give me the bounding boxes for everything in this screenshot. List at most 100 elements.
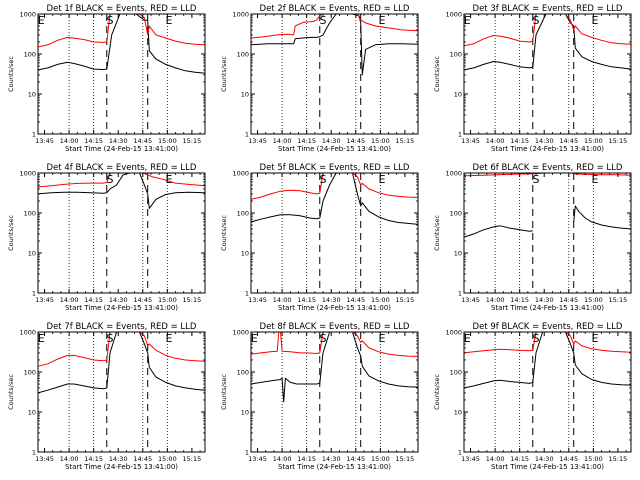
x-tick-label: 13:45 bbox=[35, 137, 54, 145]
chart-title: Det 9f BLACK = Events, RED = LLD bbox=[473, 322, 623, 332]
y-axis-label: Counts/sec bbox=[220, 56, 228, 92]
y-tick-label: 100 bbox=[24, 210, 36, 218]
y-tick-label: 100 bbox=[450, 369, 462, 377]
y-axis-label: Counts/sec bbox=[433, 374, 441, 410]
x-axis-label: Start Time (24-Feb-15 13:41:00) bbox=[65, 145, 178, 153]
x-tick-label: 14:00 bbox=[273, 137, 292, 145]
events-series-line bbox=[463, 225, 533, 238]
y-tick-label: 1 bbox=[245, 449, 249, 457]
x-axis-label: Start Time (24-Feb-15 13:41:00) bbox=[65, 463, 178, 471]
y-axis-label: Counts/sec bbox=[433, 215, 441, 251]
x-tick-label: 14:15 bbox=[84, 137, 103, 145]
x-tick-label: 13:45 bbox=[248, 137, 267, 145]
chart-title: Det 2f BLACK = Events, RED = LLD bbox=[260, 4, 410, 14]
lld-series-line bbox=[463, 331, 632, 354]
event-marker-label: S bbox=[107, 332, 114, 345]
x-tick-label: 13:45 bbox=[461, 455, 480, 463]
y-tick-label: 1 bbox=[32, 131, 36, 139]
x-tick-label: 15:00 bbox=[371, 137, 390, 145]
lld-series-line bbox=[250, 13, 419, 39]
subplot-9: Det 9f BLACK = Events, RED = LLD 1 10 100 10… bbox=[433, 322, 632, 471]
y-tick-label: 1 bbox=[458, 131, 462, 139]
y-axis-label: Counts/sec bbox=[7, 374, 15, 410]
chart-title: Det 7f BLACK = Events, RED = LLD bbox=[47, 322, 197, 332]
y-tick-label: 1000 bbox=[19, 11, 36, 19]
y-tick-label: 100 bbox=[450, 51, 462, 59]
lld-series-line bbox=[250, 331, 419, 357]
y-tick-label: 10 bbox=[28, 91, 36, 99]
x-tick-label: 15:00 bbox=[158, 137, 177, 145]
plot-frame bbox=[37, 13, 206, 135]
chart-title: Det 8f BLACK = Events, RED = LLD bbox=[260, 322, 410, 332]
events-series-line bbox=[573, 205, 632, 230]
x-tick-label: 13:45 bbox=[461, 296, 480, 304]
x-tick-label: 14:30 bbox=[109, 455, 128, 463]
plot-frame bbox=[37, 172, 206, 294]
y-tick-label: 10 bbox=[454, 250, 462, 258]
chart-title: Det 3f BLACK = Events, RED = LLD bbox=[473, 4, 623, 14]
y-tick-label: 1 bbox=[32, 449, 36, 457]
lld-series-line bbox=[37, 331, 206, 367]
event-marker-label: E bbox=[464, 14, 471, 27]
plot-frame bbox=[463, 13, 632, 135]
lld-series-line bbox=[37, 13, 206, 48]
x-axis-label: Start Time (24-Feb-15 13:41:00) bbox=[278, 304, 391, 312]
events-series-line bbox=[250, 13, 419, 76]
x-tick-label: 15:00 bbox=[371, 455, 390, 463]
y-tick-label: 10 bbox=[241, 91, 249, 99]
x-tick-label: 14:45 bbox=[346, 137, 365, 145]
event-marker-label: S bbox=[533, 332, 540, 345]
event-marker-label: E bbox=[464, 332, 471, 345]
x-tick-label: 14:30 bbox=[109, 137, 128, 145]
plot-frame bbox=[463, 172, 632, 294]
x-tick-label: 14:30 bbox=[535, 455, 554, 463]
subplot-6: Det 6f BLACK = Events, RED = LLD 1 10 100 10… bbox=[433, 163, 632, 312]
x-tick-label: 15:00 bbox=[158, 296, 177, 304]
subplot-5: Det 5f BLACK = Events, RED = LLD 1 10 100 10… bbox=[220, 163, 419, 312]
subplot-7: Det 7f BLACK = Events, RED = LLD 1 10 100 10… bbox=[7, 322, 206, 471]
chart-title: Det 6f BLACK = Events, RED = LLD bbox=[473, 163, 623, 173]
x-tick-label: 14:15 bbox=[297, 455, 316, 463]
subplot-3: Det 3f BLACK = Events, RED = LLD 1 10 100 10… bbox=[433, 4, 632, 153]
event-marker-label: E bbox=[592, 14, 599, 27]
event-marker-label: E bbox=[166, 173, 173, 186]
events-series-line bbox=[250, 331, 419, 403]
x-tick-label: 15:00 bbox=[584, 137, 603, 145]
event-marker-label: S bbox=[320, 332, 327, 345]
x-tick-label: 14:00 bbox=[486, 137, 505, 145]
y-tick-label: 1 bbox=[32, 290, 36, 298]
x-tick-label: 14:45 bbox=[133, 455, 152, 463]
x-tick-label: 15:15 bbox=[396, 455, 415, 463]
events-series-line bbox=[37, 13, 206, 74]
events-series-line bbox=[463, 13, 632, 71]
x-tick-label: 15:15 bbox=[183, 137, 202, 145]
x-tick-label: 13:45 bbox=[35, 455, 54, 463]
plot-frame bbox=[250, 172, 419, 294]
x-tick-label: 14:15 bbox=[84, 296, 103, 304]
y-tick-label: 10 bbox=[241, 250, 249, 258]
x-tick-label: 14:30 bbox=[535, 296, 554, 304]
x-axis-label: Start Time (24-Feb-15 13:41:00) bbox=[491, 304, 604, 312]
y-tick-label: 1000 bbox=[445, 11, 462, 19]
x-tick-label: 14:30 bbox=[322, 455, 341, 463]
x-tick-label: 14:30 bbox=[322, 296, 341, 304]
y-axis-label: Counts/sec bbox=[220, 374, 228, 410]
x-tick-label: 13:45 bbox=[461, 137, 480, 145]
x-tick-label: 15:15 bbox=[183, 296, 202, 304]
x-tick-label: 15:15 bbox=[609, 455, 628, 463]
x-tick-label: 15:15 bbox=[183, 455, 202, 463]
event-marker-label: S bbox=[533, 14, 540, 27]
x-tick-label: 14:15 bbox=[297, 137, 316, 145]
chart-title: Det 4f BLACK = Events, RED = LLD bbox=[47, 163, 197, 173]
x-tick-label: 14:00 bbox=[60, 137, 79, 145]
x-tick-label: 14:45 bbox=[559, 296, 578, 304]
plot-frame bbox=[250, 331, 419, 453]
y-tick-label: 100 bbox=[450, 210, 462, 218]
y-tick-label: 100 bbox=[237, 210, 249, 218]
y-tick-label: 1 bbox=[245, 131, 249, 139]
x-tick-label: 14:15 bbox=[510, 296, 529, 304]
event-marker-label: E bbox=[38, 14, 45, 27]
event-marker-label: S bbox=[107, 173, 114, 186]
chart-title: Det 5f BLACK = Events, RED = LLD bbox=[260, 163, 410, 173]
